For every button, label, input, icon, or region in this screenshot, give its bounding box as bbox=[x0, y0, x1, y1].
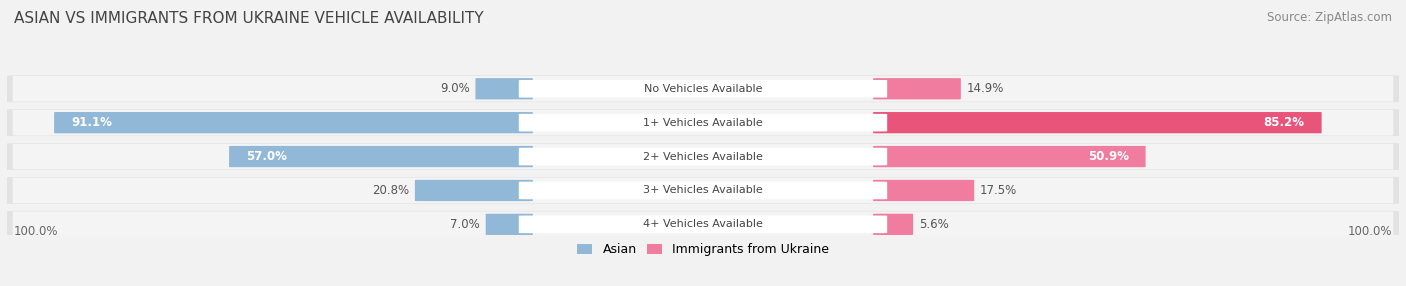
Text: 2+ Vehicles Available: 2+ Vehicles Available bbox=[643, 152, 763, 162]
FancyBboxPatch shape bbox=[7, 177, 1399, 204]
FancyBboxPatch shape bbox=[7, 211, 1399, 238]
FancyBboxPatch shape bbox=[519, 148, 887, 165]
Text: 5.6%: 5.6% bbox=[918, 218, 949, 231]
Text: 100.0%: 100.0% bbox=[1347, 225, 1392, 238]
Text: ASIAN VS IMMIGRANTS FROM UKRAINE VEHICLE AVAILABILITY: ASIAN VS IMMIGRANTS FROM UKRAINE VEHICLE… bbox=[14, 11, 484, 26]
Text: 4+ Vehicles Available: 4+ Vehicles Available bbox=[643, 219, 763, 229]
Text: 50.9%: 50.9% bbox=[1088, 150, 1129, 163]
FancyBboxPatch shape bbox=[7, 143, 1399, 170]
FancyBboxPatch shape bbox=[519, 80, 887, 98]
FancyBboxPatch shape bbox=[229, 146, 533, 167]
Text: 91.1%: 91.1% bbox=[70, 116, 112, 129]
Text: 57.0%: 57.0% bbox=[246, 150, 287, 163]
Text: 1+ Vehicles Available: 1+ Vehicles Available bbox=[643, 118, 763, 128]
FancyBboxPatch shape bbox=[873, 180, 974, 201]
FancyBboxPatch shape bbox=[7, 76, 1399, 102]
FancyBboxPatch shape bbox=[475, 78, 533, 100]
FancyBboxPatch shape bbox=[873, 214, 912, 235]
FancyBboxPatch shape bbox=[13, 178, 1393, 203]
Text: 7.0%: 7.0% bbox=[450, 218, 479, 231]
FancyBboxPatch shape bbox=[13, 110, 1393, 136]
FancyBboxPatch shape bbox=[13, 144, 1393, 169]
Text: 14.9%: 14.9% bbox=[966, 82, 1004, 95]
FancyBboxPatch shape bbox=[13, 76, 1393, 102]
FancyBboxPatch shape bbox=[53, 112, 533, 133]
FancyBboxPatch shape bbox=[519, 182, 887, 199]
Text: Source: ZipAtlas.com: Source: ZipAtlas.com bbox=[1267, 11, 1392, 24]
FancyBboxPatch shape bbox=[519, 114, 887, 132]
Text: 3+ Vehicles Available: 3+ Vehicles Available bbox=[643, 185, 763, 195]
FancyBboxPatch shape bbox=[13, 212, 1393, 237]
Text: 100.0%: 100.0% bbox=[14, 225, 59, 238]
FancyBboxPatch shape bbox=[873, 146, 1146, 167]
Text: 20.8%: 20.8% bbox=[373, 184, 409, 197]
Text: 17.5%: 17.5% bbox=[980, 184, 1017, 197]
Legend: Asian, Immigrants from Ukraine: Asian, Immigrants from Ukraine bbox=[572, 238, 834, 261]
FancyBboxPatch shape bbox=[519, 216, 887, 233]
FancyBboxPatch shape bbox=[415, 180, 533, 201]
Text: 85.2%: 85.2% bbox=[1264, 116, 1305, 129]
Text: No Vehicles Available: No Vehicles Available bbox=[644, 84, 762, 94]
FancyBboxPatch shape bbox=[873, 112, 1322, 133]
Text: 9.0%: 9.0% bbox=[440, 82, 470, 95]
FancyBboxPatch shape bbox=[7, 109, 1399, 136]
FancyBboxPatch shape bbox=[485, 214, 533, 235]
FancyBboxPatch shape bbox=[873, 78, 960, 100]
